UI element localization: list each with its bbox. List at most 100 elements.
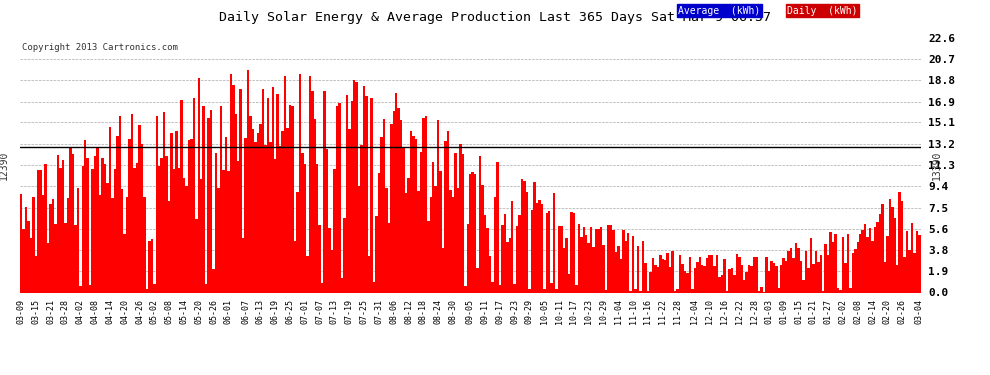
Bar <box>301 153 304 292</box>
Bar <box>348 129 350 292</box>
Bar <box>281 130 284 292</box>
Bar <box>524 180 526 292</box>
Bar <box>644 262 646 292</box>
Bar <box>129 138 131 292</box>
Bar <box>486 228 489 292</box>
Bar <box>765 256 767 292</box>
Bar <box>134 168 136 292</box>
Bar <box>830 232 832 292</box>
Bar <box>165 156 168 292</box>
Bar <box>141 144 144 292</box>
Bar <box>711 255 714 292</box>
Bar <box>358 186 360 292</box>
Bar <box>736 254 739 292</box>
Bar <box>632 236 635 292</box>
Bar <box>220 106 222 292</box>
Bar <box>726 291 729 292</box>
Bar <box>373 282 375 292</box>
Bar <box>363 86 365 292</box>
Bar <box>334 169 336 292</box>
Bar <box>99 195 101 292</box>
Bar <box>600 227 602 292</box>
Bar <box>355 82 358 292</box>
Bar <box>676 289 679 292</box>
Bar <box>849 288 851 292</box>
Bar <box>807 268 810 292</box>
Bar <box>114 169 116 292</box>
Bar <box>729 269 731 292</box>
Bar <box>567 274 570 292</box>
Bar <box>757 291 760 292</box>
Bar <box>775 266 777 292</box>
Bar <box>183 178 185 292</box>
Bar <box>782 258 785 292</box>
Bar <box>914 253 916 292</box>
Bar <box>353 80 355 292</box>
Bar <box>461 154 464 292</box>
Bar <box>640 291 642 292</box>
Text: 13390: 13390 <box>932 150 941 180</box>
Bar <box>40 170 42 292</box>
Bar <box>178 168 180 292</box>
Bar <box>47 243 50 292</box>
Bar <box>437 120 440 292</box>
Bar <box>550 283 553 292</box>
Bar <box>390 124 392 292</box>
Bar <box>519 215 521 292</box>
Bar <box>694 268 696 292</box>
Bar <box>696 262 699 292</box>
Bar <box>846 234 849 292</box>
Bar <box>217 188 220 292</box>
Bar <box>32 197 35 292</box>
Text: Daily  (kWh): Daily (kWh) <box>787 6 857 16</box>
Bar <box>539 200 541 292</box>
Bar <box>755 257 757 292</box>
Bar <box>484 214 486 292</box>
Bar <box>139 125 141 292</box>
Bar <box>509 238 511 292</box>
Bar <box>716 255 719 292</box>
Bar <box>306 256 309 292</box>
Bar <box>851 253 854 292</box>
Bar <box>734 274 736 292</box>
Bar <box>671 251 674 292</box>
Bar <box>622 230 625 292</box>
Bar <box>190 140 193 292</box>
Bar <box>597 229 600 292</box>
Bar <box>787 251 790 292</box>
Bar <box>407 178 410 292</box>
Bar <box>827 255 830 292</box>
Bar <box>395 93 397 292</box>
Bar <box>548 211 550 292</box>
Bar <box>410 131 412 292</box>
Bar <box>560 225 562 292</box>
Bar <box>158 166 160 292</box>
Bar <box>481 184 484 292</box>
Bar <box>899 192 901 292</box>
Bar <box>911 223 914 292</box>
Bar <box>747 265 750 292</box>
Bar <box>440 171 442 292</box>
Bar <box>20 194 22 292</box>
Bar <box>664 260 666 292</box>
Bar <box>289 105 291 292</box>
Bar <box>536 203 539 292</box>
Bar <box>531 210 534 292</box>
Bar <box>866 237 869 292</box>
Bar <box>50 204 51 292</box>
Bar <box>810 238 812 292</box>
Bar <box>876 222 879 292</box>
Bar <box>235 114 237 292</box>
Bar <box>81 166 84 292</box>
Bar <box>555 289 558 292</box>
Bar <box>309 76 311 292</box>
Bar <box>266 98 269 292</box>
Bar <box>889 199 891 292</box>
Bar <box>442 248 445 292</box>
Text: Copyright 2013 Cartronics.com: Copyright 2013 Cartronics.com <box>22 43 177 52</box>
Bar <box>54 224 56 292</box>
Bar <box>37 170 40 292</box>
Bar <box>202 106 205 292</box>
Bar <box>820 255 822 292</box>
Bar <box>529 289 531 292</box>
